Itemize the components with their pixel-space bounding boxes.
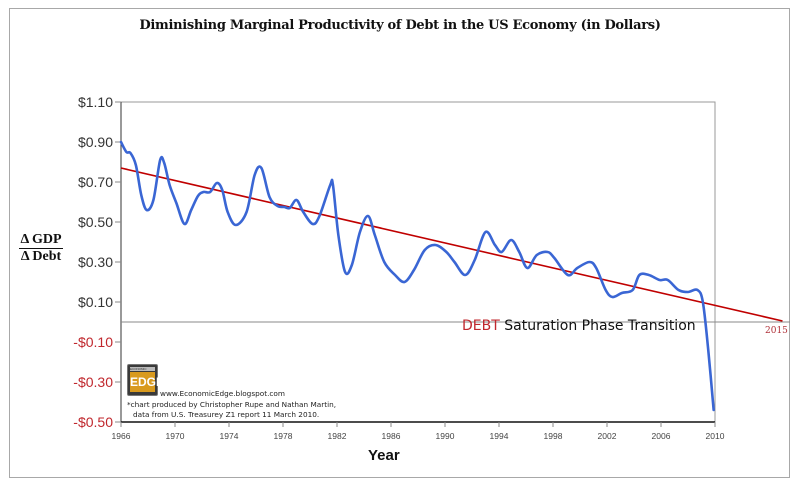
x-axis-label: Year <box>368 447 400 464</box>
x-tick-label: 2010 <box>706 431 725 441</box>
y-tick-label: $0.50 <box>78 214 113 230</box>
x-tick-label: 2006 <box>652 431 671 441</box>
credit-url: www.EconomicEdge.blogspot.com <box>160 389 285 398</box>
x-tick-label: 2002 <box>598 431 617 441</box>
logo-text: EDGE <box>130 372 164 392</box>
y-axis-label-numerator: Δ GDP <box>19 232 63 249</box>
x-tick-label: 1998 <box>544 431 563 441</box>
projection-year-label: 2015 <box>765 326 788 336</box>
y-tick-label: -$0.30 <box>73 374 113 390</box>
saturation-annotation: DEBT Saturation Phase Transition <box>462 318 696 334</box>
credit-line-2: data from U.S. Treasurey Z1 report 11 Ma… <box>133 410 320 419</box>
x-tick-label: 1994 <box>490 431 509 441</box>
economic-edge-logo: ECONOMIC EDGE <box>127 364 164 396</box>
x-tick-label: 1974 <box>220 431 239 441</box>
y-axis-label: Δ GDP Δ Debt <box>19 232 63 264</box>
trend-line <box>120 167 783 322</box>
x-tick-label: 1990 <box>436 431 455 441</box>
chart-title: Diminishing Marginal Productivity of Deb… <box>139 18 661 33</box>
y-tick-label: -$0.50 <box>73 414 113 430</box>
y-axis-label-denominator: Δ Debt <box>20 249 62 264</box>
y-tick-label: $0.70 <box>78 174 113 190</box>
x-tick-label: 1986 <box>382 431 401 441</box>
series-line-debt-productivity <box>119 140 715 412</box>
annotation-text: Saturation Phase Transition <box>499 318 696 334</box>
chart-frame <box>9 8 790 478</box>
y-tick-label: $0.90 <box>78 134 113 150</box>
y-tick-label: $0.30 <box>78 254 113 270</box>
logo-caption: ECONOMIC <box>130 367 155 371</box>
y-tick-label: $0.10 <box>78 294 113 310</box>
y-tick-label: $1.10 <box>78 94 113 110</box>
annotation-debt-word: DEBT <box>462 318 500 334</box>
x-tick-label: 1982 <box>328 431 347 441</box>
y-tick-label: -$0.10 <box>73 334 113 350</box>
credit-line-1: *chart produced by Christopher Rupe and … <box>127 400 337 409</box>
x-tick-label: 1966 <box>112 431 131 441</box>
x-tick-label: 1970 <box>166 431 185 441</box>
x-tick-label: 1978 <box>274 431 293 441</box>
